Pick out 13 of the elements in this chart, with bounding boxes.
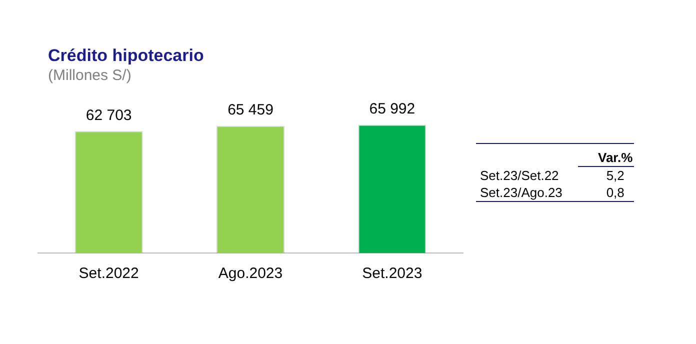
text: 0,8 xyxy=(605,184,626,202)
text: Set.23/Ago.23 xyxy=(479,184,564,202)
x-tick-label: Set.2023 xyxy=(362,265,422,282)
chart-subtitle: (Millones S/) xyxy=(48,67,132,84)
data-label: 65 459 xyxy=(228,101,274,118)
x-tick-label: Set.2022 xyxy=(78,265,139,282)
x-tick-label: Ago.2023 xyxy=(218,265,283,282)
chart-title: Crédito hipotecario xyxy=(48,46,204,66)
text: Set.23/Set.22 xyxy=(479,166,560,184)
text: Var.% xyxy=(578,144,634,166)
text: 5,2 xyxy=(605,167,626,184)
data-label: 62 703 xyxy=(86,106,132,124)
data-label: 65 992 xyxy=(369,100,416,118)
